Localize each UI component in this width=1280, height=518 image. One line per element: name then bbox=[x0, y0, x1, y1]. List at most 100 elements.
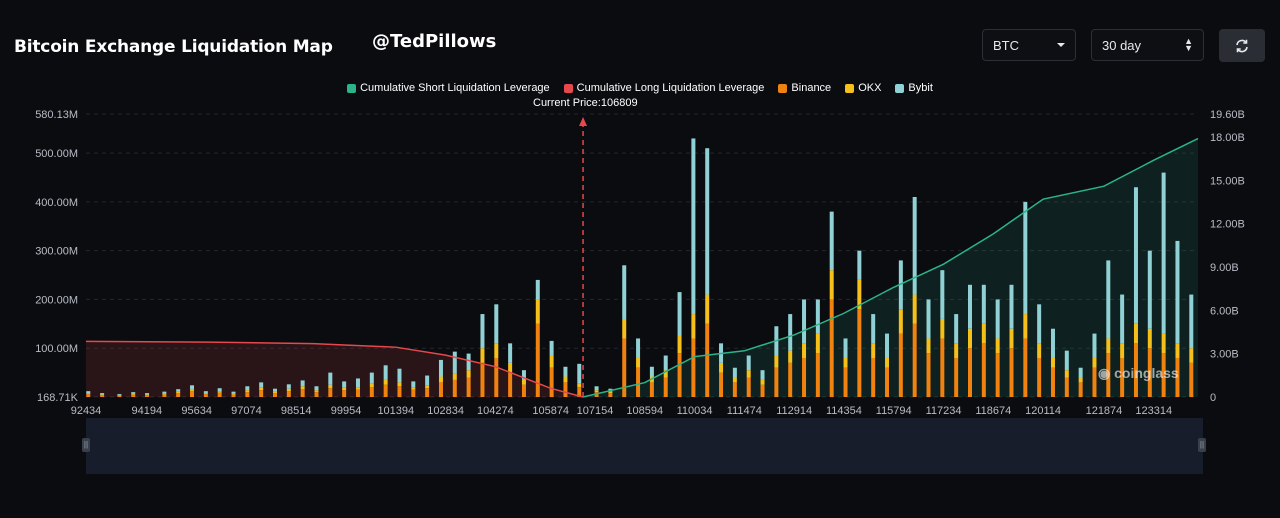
bar-binance bbox=[608, 393, 613, 397]
bar-bybit bbox=[1078, 367, 1083, 378]
x-tick-label: 110034 bbox=[677, 405, 713, 417]
legend-label: Bybit bbox=[908, 82, 933, 94]
y-right-tick-label: 6.00B bbox=[1210, 305, 1239, 317]
bar-okx bbox=[190, 389, 195, 392]
bar-okx bbox=[1133, 323, 1138, 344]
y-right-tick-label: 18.00B bbox=[1210, 132, 1245, 144]
bar-binance bbox=[438, 382, 443, 397]
bar-okx bbox=[383, 379, 388, 385]
coin-select-value: BTC bbox=[993, 37, 1019, 53]
y-left-tick-label: 580.13M bbox=[35, 109, 78, 121]
bar-okx bbox=[732, 377, 737, 383]
legend-label: Cumulative Short Liquidation Leverage bbox=[360, 82, 550, 94]
x-tick-label: 114354 bbox=[826, 405, 862, 417]
bar-bybit bbox=[760, 370, 765, 380]
bar-okx bbox=[815, 333, 820, 354]
range-select[interactable]: 30 day ▲ ▼ bbox=[1091, 29, 1204, 61]
bar-okx bbox=[145, 394, 150, 396]
bar-bybit bbox=[940, 270, 945, 319]
bar-binance bbox=[1092, 367, 1097, 397]
bar-bybit bbox=[411, 381, 416, 388]
bar-okx bbox=[355, 387, 360, 390]
legend-item-okx[interactable]: OKX bbox=[845, 82, 881, 94]
bar-bybit bbox=[145, 393, 150, 395]
legend-label: Cumulative Long Liquidation Leverage bbox=[576, 82, 765, 94]
bar-okx bbox=[912, 294, 917, 324]
bar-bybit bbox=[732, 367, 737, 378]
bar-bybit bbox=[926, 299, 931, 339]
bar-bybit bbox=[995, 299, 1000, 339]
bar-bybit bbox=[480, 314, 485, 349]
scroller-right-handle[interactable]: || bbox=[1198, 438, 1206, 452]
y-right-tick-label: 12.00B bbox=[1210, 219, 1245, 231]
legend-item-short[interactable]: Cumulative Short Liquidation Leverage bbox=[347, 82, 550, 94]
legend-item-bybit[interactable]: Bybit bbox=[895, 82, 933, 94]
bar-okx bbox=[245, 390, 250, 393]
bar-bybit bbox=[563, 366, 568, 377]
bar-bybit bbox=[802, 299, 807, 344]
bar-binance bbox=[1175, 357, 1180, 397]
x-tick-label: 92434 bbox=[71, 405, 102, 417]
bar-bybit bbox=[898, 260, 903, 310]
bar-bybit bbox=[1037, 304, 1042, 344]
bar-bybit bbox=[86, 391, 91, 394]
bar-okx bbox=[926, 338, 931, 354]
bar-binance bbox=[131, 394, 136, 397]
bar-binance bbox=[577, 387, 582, 397]
bar-binance bbox=[466, 377, 471, 397]
bar-bybit bbox=[1050, 328, 1055, 358]
bar-binance bbox=[815, 353, 820, 397]
bar-bybit bbox=[691, 138, 696, 315]
x-tick-label: 123314 bbox=[1135, 405, 1172, 417]
y-left-tick-label: 300.00M bbox=[35, 246, 78, 258]
bar-okx bbox=[411, 387, 416, 390]
bar-binance bbox=[691, 338, 696, 397]
y-left-tick-label: 100.00M bbox=[35, 343, 78, 355]
bar-okx bbox=[719, 362, 724, 373]
bar-bybit bbox=[355, 378, 360, 388]
bar-bybit bbox=[1009, 284, 1014, 329]
bar-binance bbox=[967, 348, 972, 397]
bar-bybit bbox=[788, 314, 793, 351]
bar-binance bbox=[272, 393, 277, 397]
bar-binance bbox=[521, 384, 526, 397]
bar-binance bbox=[1050, 367, 1055, 397]
bar-binance bbox=[1120, 357, 1125, 397]
bar-binance bbox=[940, 338, 945, 397]
coin-select[interactable]: BTC bbox=[982, 29, 1076, 61]
bar-okx bbox=[1189, 348, 1194, 363]
legend-item-long[interactable]: Cumulative Long Liquidation Leverage bbox=[563, 82, 765, 94]
bar-binance bbox=[86, 394, 91, 397]
x-tick-label: 111474 bbox=[727, 405, 762, 417]
bar-okx bbox=[1175, 343, 1180, 358]
bar-binance bbox=[912, 323, 917, 397]
legend-swatch bbox=[347, 83, 357, 93]
bar-binance bbox=[508, 372, 513, 397]
y-right-tick-label: 9.00B bbox=[1210, 262, 1239, 274]
bar-bybit bbox=[521, 370, 526, 380]
bar-bybit bbox=[328, 372, 333, 385]
bar-bybit bbox=[203, 391, 208, 394]
bar-okx bbox=[857, 279, 862, 310]
bar-bybit bbox=[1064, 350, 1069, 371]
bar-bybit bbox=[466, 353, 471, 371]
y-right-tick-label: 3.00B bbox=[1210, 349, 1239, 361]
bar-bybit bbox=[1120, 294, 1125, 344]
bar-bybit bbox=[131, 392, 136, 394]
refresh-button[interactable] bbox=[1219, 29, 1265, 62]
scroller-left-handle[interactable]: || bbox=[82, 438, 90, 452]
range-scroller[interactable] bbox=[86, 418, 1203, 474]
bar-bybit bbox=[494, 304, 499, 344]
long-cumulative-line bbox=[85, 340, 584, 398]
watermark-text: coinglass bbox=[1114, 365, 1179, 381]
bar-binance bbox=[100, 395, 105, 397]
legend-item-binance[interactable]: Binance bbox=[778, 82, 831, 94]
bar-binance bbox=[1133, 343, 1138, 397]
bar-binance bbox=[788, 362, 793, 397]
bar-binance bbox=[369, 387, 374, 397]
x-tick-label: 107154 bbox=[577, 405, 614, 417]
bar-binance bbox=[1147, 348, 1152, 397]
coinglass-icon: ◉ bbox=[1098, 365, 1111, 381]
bar-bybit bbox=[162, 391, 167, 394]
page-title: Bitcoin Exchange Liquidation Map bbox=[14, 37, 333, 57]
